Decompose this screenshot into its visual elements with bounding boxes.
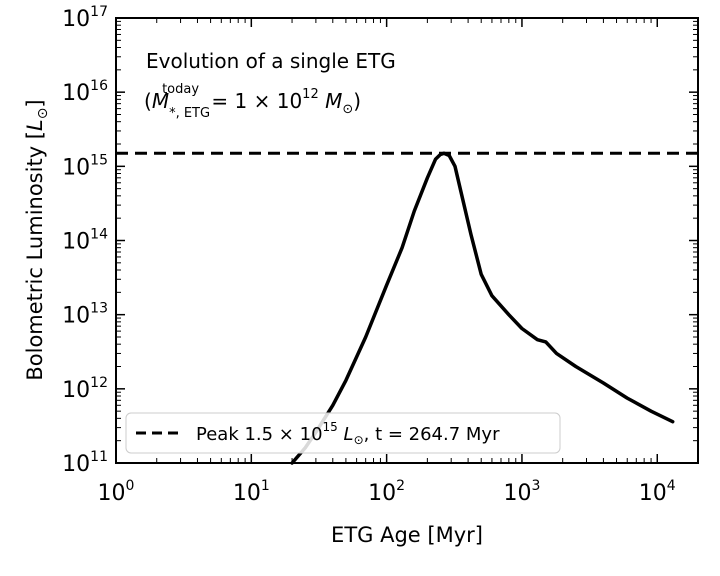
legend-box	[125, 412, 561, 454]
legend: Peak 1.5 × 1015 L⊙, t = 264.7 Myr	[125, 412, 561, 454]
x-tick-label: 100	[98, 478, 135, 506]
ticks-layer: 100 101 102 103 104 1011 1012 1013 1014 1015 1016 1…	[62, 4, 699, 506]
y-tick-label: 1013	[62, 301, 108, 329]
y-tick-label: 1012	[62, 375, 108, 403]
y-axis-title: Bolometric Luminosity [L⊙]	[23, 99, 51, 380]
x-tick-label: 102	[368, 478, 405, 506]
series-layer	[116, 151, 698, 465]
y-tick-label: 1011	[62, 449, 108, 477]
luminosity-curve	[290, 151, 675, 465]
x-tick-label: 101	[233, 478, 270, 506]
legend-label: Peak 1.5 × 1015 L⊙, t = 264.7 Myr	[196, 420, 500, 447]
y-tick-label: 1016	[62, 78, 108, 106]
annotation-line-2: (M*, ETGtoday = 1 × 1012 M⊙)	[144, 82, 361, 121]
plot-frame	[115, 17, 699, 464]
x-tick-label: 104	[639, 478, 676, 506]
y-tick-label: 1015	[62, 152, 108, 180]
annotation-line-1: Evolution of a single ETG	[146, 49, 396, 73]
y-tick-label: 1014	[62, 227, 108, 255]
x-tick-label: 103	[503, 478, 540, 506]
x-axis-title: ETG Age [Myr]	[331, 523, 483, 547]
y-tick-label: 1017	[62, 4, 108, 32]
